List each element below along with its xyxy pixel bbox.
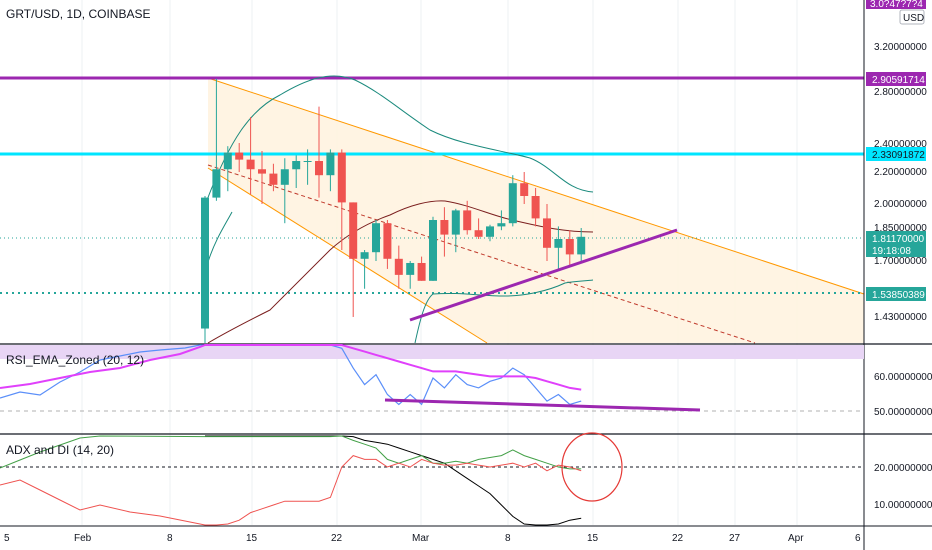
adx-tick: 20.00000000 [874,463,932,474]
candle-body [429,220,437,281]
price-tag-support [866,287,926,301]
channel-lower-line [207,167,488,344]
price-tick: 3.20000000 [874,42,927,53]
x-tick: 8 [167,533,173,544]
candle-body [497,223,506,227]
price-tag-purple-text: 2.90591714 [872,75,925,86]
candle-body [258,169,266,174]
price-tick: 2.00000000 [874,199,927,210]
candle-body [315,161,323,176]
candle-body [394,258,403,275]
candle-body [223,152,232,170]
x-tick: Apr [788,533,804,544]
candle-body [326,152,335,176]
price-tick: 1.70000000 [874,256,927,267]
candle-body [577,236,586,255]
x-tick: 6 [855,533,861,544]
rsi-zone-band [0,345,864,359]
x-tick: 15 [587,533,599,544]
channel-mid-line [207,164,756,344]
price-tick: 2.40000000 [874,139,927,150]
adx-pane-bg [0,435,864,525]
price-tag-last [866,231,926,257]
candle-body [372,223,380,253]
support-trendline [409,228,678,322]
di-plus-line [0,435,582,470]
highlight-circle [561,432,623,502]
price-tick: 1.43000000 [874,312,927,323]
x-axis: 5 Feb 8 15 22 Mar 8 15 22 27 Apr 6 [4,533,861,544]
price-axis-ticks: 3.20000000 2.80000000 2.40000000 2.20000… [874,42,927,323]
currency-box[interactable] [899,9,925,25]
candle-body [543,218,551,248]
bollinger-lower-line [207,211,594,344]
rsi-divergence-line [384,398,701,412]
x-tick: 27 [729,533,741,544]
candle-body [337,152,346,203]
adx-label: ADX and DI (14, 20) [6,443,114,457]
rsi-label: RSI_EMA_Zoned (20, 12) [6,353,144,367]
price-tag-purple [866,72,926,86]
price-tag-support-text: 1.53850389 [872,290,925,301]
candle-body [440,220,449,235]
candle-body [520,183,529,196]
candle-body [417,262,426,281]
x-tick: Feb [74,533,92,544]
currency-label[interactable]: USD [903,13,924,24]
candle-body [349,202,358,259]
candle-body [292,161,301,170]
rsi-ema-line [0,344,582,391]
candle-body [554,239,563,248]
top-price-tag [866,0,926,9]
candle-body [531,196,540,219]
candle-body [508,183,517,224]
candle-body [565,239,574,255]
x-tick: 22 [331,533,343,544]
chart-title: GRT/USD, 1D, COINBASE [6,7,150,21]
x-tick: 22 [672,533,684,544]
x-tick: 15 [246,533,258,544]
candle-body [280,169,289,185]
candle-body [474,230,483,237]
price-tag-countdown-text: 19:18:08 [872,246,911,257]
candle-body [463,210,472,231]
candle-body [303,161,312,163]
price-tick: 1.85000000 [874,223,927,234]
adx-line [205,435,582,526]
candle-body [246,159,255,170]
price-tick: 2.20000000 [874,167,927,178]
candle-body [269,173,278,185]
candle-body [360,252,369,259]
candle-body [486,226,494,237]
x-tick: 8 [505,533,511,544]
price-tag-last-text: 1.81170000 [872,234,925,245]
price-tag-cyan [866,147,926,161]
candle-body [406,262,415,275]
di-minus-line [0,455,582,526]
candle-body [383,223,392,259]
top-price-tag-text: 3.0?47?7?4 [870,0,923,10]
x-tick: Mar [412,533,430,544]
candle-body [235,152,244,160]
price-tag-cyan-text: 2.33091872 [872,150,925,161]
channel-upper-line [207,77,865,295]
candle-body [212,169,221,198]
candle-body [451,210,460,235]
candles-layer [201,78,586,343]
adx-tick: 10.00000000 [874,500,932,511]
bollinger-upper-line [206,75,594,201]
x-tick: 5 [4,533,10,544]
rsi-tick: 50.00000000 [874,407,932,418]
candle-body [201,197,209,329]
rsi-tick: 60.00000000 [874,372,932,383]
price-tick: 2.80000000 [874,87,927,98]
rsi-pane-bg [0,345,864,433]
